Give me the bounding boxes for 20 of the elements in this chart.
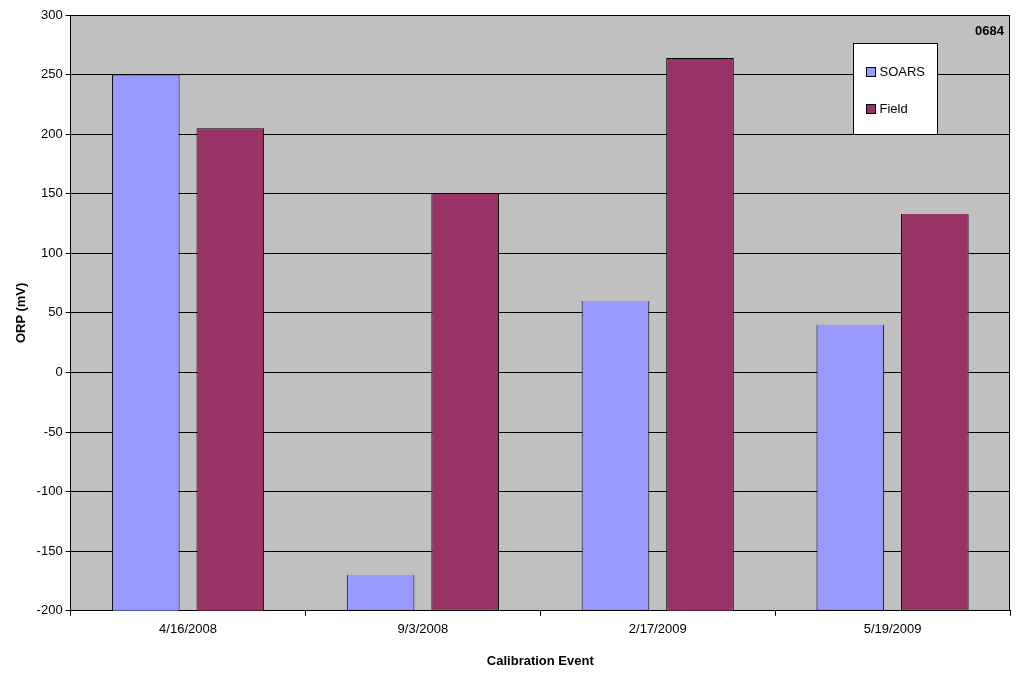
x-tick-label: 5/19/2009 [863,621,922,637]
y-tick-label: -150 [36,542,63,558]
x-tick-label: 9/3/2008 [397,621,449,637]
x-axis-title: Calibration Event [486,652,595,668]
x-tick-label: 4/16/2008 [159,621,217,637]
y-tick-label: -50 [43,423,63,439]
y-tick-label: -100 [36,483,63,499]
y-tick-label: 150 [40,185,63,201]
y-tick-label: 200 [40,125,63,141]
y-tick-label: 0 [55,364,63,380]
annotation: 0684 [975,23,1005,39]
legend-label: Field [879,101,908,116]
y-axis-title: ORP (mV) [13,282,29,344]
y-tick-label: 100 [40,244,63,260]
x-tick-label: 2/17/2009 [628,621,687,637]
y-tick-label: 250 [40,66,63,82]
y-tick-label: -200 [36,602,63,618]
legend-label: SOARS [879,64,925,79]
y-tick-label: 50 [48,304,63,320]
y-tick-label: 300 [40,6,63,22]
